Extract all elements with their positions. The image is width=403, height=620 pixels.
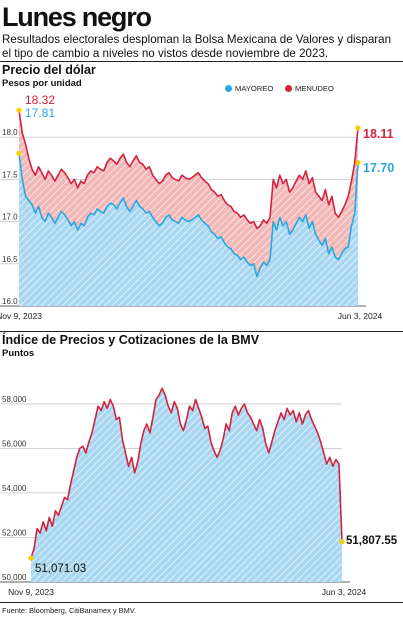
menudeo-end-label: 18.11 [363, 127, 394, 141]
mayoreo-area [19, 153, 358, 306]
y-tick-label: 16.0 [2, 297, 18, 306]
menudeo-spread-area [19, 110, 358, 277]
ipc-end-label: 51,807.55 [346, 535, 398, 547]
menudeo-start-label: 18.32 [25, 93, 55, 107]
menudeo-start-point [16, 107, 22, 113]
y-tick-label: 17.0 [2, 213, 18, 222]
x-end-label: Jun 3, 2024 [338, 311, 383, 321]
x-start-label: Nov 9, 2023 [8, 587, 54, 597]
mayoreo-end-label: 17.70 [363, 161, 394, 175]
chart1-title: Precio del dólar [2, 63, 96, 77]
legend-item-mayoreo: MAYOREO [225, 84, 273, 93]
page-title: Lunes negro [2, 2, 152, 32]
legend-item-menudeo: MENUDEO [285, 84, 334, 93]
mayoreo-end-point [355, 159, 361, 166]
y-tick-label: 52,000 [2, 528, 27, 537]
y-tick-label: 54,000 [2, 484, 27, 493]
chart1-ylabel: Pesos por unidad [2, 78, 82, 89]
divider-middle [0, 331, 403, 332]
legend-label-mayoreo: MAYOREO [235, 84, 274, 93]
chart2-title: Índice de Precios y Cotizaciones de la B… [2, 333, 260, 347]
ipc-start-label: 51,071.03 [35, 563, 86, 575]
y-tick-label: 50,000 [2, 573, 27, 582]
legend-label-menudeo: MENUDEO [295, 84, 334, 93]
y-tick-label: 16.5 [2, 255, 18, 264]
ipc-line [30, 387, 343, 559]
legend-swatch-mayoreo [225, 85, 232, 92]
mayoreo-start-point [16, 150, 22, 156]
y-tick-label: 18.0 [2, 128, 18, 137]
divider-bottom [0, 602, 403, 603]
ipc-start-point [28, 555, 34, 561]
mayoreo-start-label: 17.81 [25, 106, 55, 120]
legend-swatch-menudeo [285, 85, 292, 92]
chart2-ylabel: Puntos [2, 348, 35, 359]
page-subtitle: Resultados electorales desploman la Bols… [2, 33, 392, 60]
x-start-label: Nov 9, 2023 [0, 311, 42, 321]
menudeo-line [18, 110, 359, 230]
divider-top [0, 61, 403, 62]
y-tick-label: 17.5 [2, 170, 18, 179]
y-tick-label: 56,000 [2, 439, 27, 448]
mayoreo-line [18, 153, 359, 278]
y-tick-label: 58,000 [2, 395, 27, 404]
x-end-label: Jun 3, 2024 [322, 587, 367, 597]
ipc-end-point [339, 539, 345, 545]
source-note: Fuente: Bloomberg, CitiBanamex y BMV. [2, 606, 137, 615]
menudeo-end-point [355, 125, 361, 131]
